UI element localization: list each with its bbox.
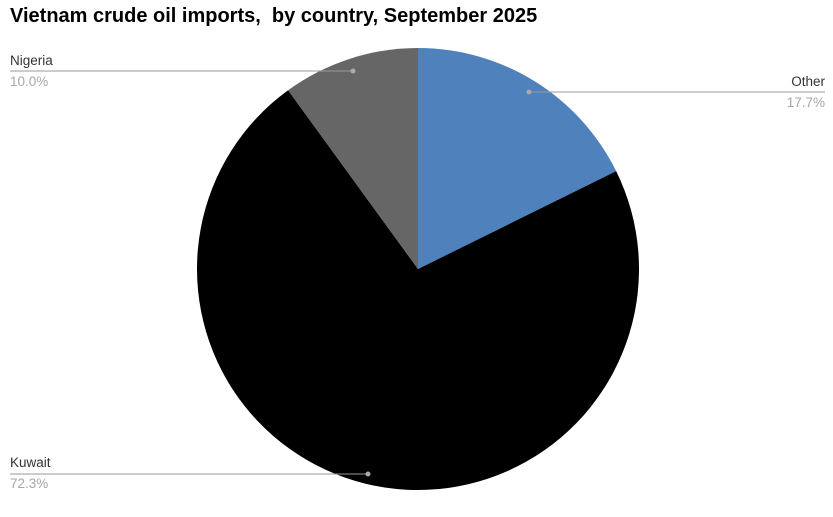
slice-percent-other: 17.7% [786,95,825,110]
slice-label-nigeria: Nigeria [10,53,53,68]
leader-dot-kuwait [365,471,371,477]
slice-label-other: Other [791,74,825,89]
callout-other: Other 17.7% [787,74,825,111]
callout-nigeria: Nigeria 10.0% [10,53,53,90]
leader-dot-nigeria [350,68,356,74]
pie-slice-nigeria [288,48,418,269]
chart-title: Vietnam crude oil imports, by country, S… [10,5,538,27]
pie-slices [197,48,640,491]
slice-percent-nigeria: 10.0% [10,74,49,89]
leader-dot-other [526,89,532,95]
callout-kuwait: Kuwait 72.3% [10,455,51,492]
leader-lines [10,68,825,477]
pie-slice-kuwait [197,90,640,491]
pie-slice-other [418,48,617,269]
slice-percent-kuwait: 72.3% [10,476,49,491]
slice-label-kuwait: Kuwait [10,455,51,470]
